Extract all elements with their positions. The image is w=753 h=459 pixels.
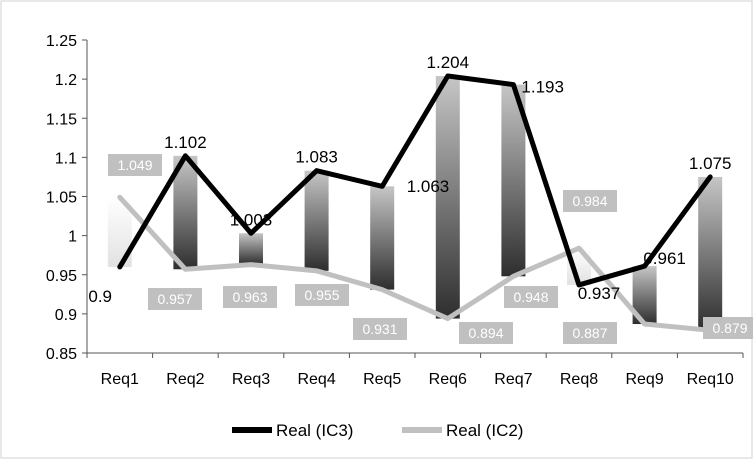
data-label-ic2-text: 0.894 bbox=[468, 325, 503, 341]
data-label-ic2: 0.963 bbox=[223, 286, 277, 308]
data-label-ic2: 0.955 bbox=[295, 284, 349, 306]
data-label-ic2-text: 0.879 bbox=[712, 320, 747, 336]
data-label-ic2-box bbox=[563, 322, 617, 344]
data-label-ic2: 0.984 bbox=[563, 190, 617, 212]
data-label-ic2-box bbox=[223, 286, 277, 308]
data-label-ic3: 1.102 bbox=[164, 133, 207, 152]
x-tick-label: Req8 bbox=[560, 371, 598, 388]
data-label-ic2-text: 0.984 bbox=[572, 193, 607, 209]
y-tick-label: 1.2 bbox=[55, 72, 77, 89]
x-tick-label: Req7 bbox=[494, 371, 532, 388]
data-label-ic3: 1.003 bbox=[230, 210, 273, 229]
data-label-ic3: 0.937 bbox=[578, 284, 621, 303]
x-tick-label: Req6 bbox=[429, 371, 467, 388]
x-axis: Req1 Req2 Req3 Req4 Req5 Req6 Req7 Req8 Req9 Req1… bbox=[86, 352, 744, 388]
data-label-ic2-text: 0.931 bbox=[362, 321, 397, 337]
data-label-ic3: 1.075 bbox=[689, 154, 732, 173]
data-label-ic3: 1.193 bbox=[521, 78, 564, 97]
data-label-ic3: 0.961 bbox=[643, 249, 686, 268]
series-line-ic2 bbox=[117, 194, 713, 333]
x-tick-label: Req3 bbox=[232, 371, 270, 388]
data-label-ic2-box bbox=[563, 190, 617, 212]
bar-req2 bbox=[173, 155, 198, 270]
series-line-ic3 bbox=[117, 73, 713, 288]
y-tick-label: 1.25 bbox=[46, 33, 77, 50]
data-label-ic2: 0.948 bbox=[504, 286, 558, 308]
data-labels: 0.9 1.102 1.003 1.083 1.063 1.204 1.193 0.937 0.… bbox=[88, 53, 753, 344]
bar-req6 bbox=[435, 75, 460, 319]
data-label-ic2: 1.049 bbox=[108, 154, 162, 176]
bar-req10 bbox=[698, 176, 723, 331]
data-label-ic2: 0.879 bbox=[703, 317, 753, 339]
x-tick-label: Req9 bbox=[625, 371, 663, 388]
y-tick-label: 0.95 bbox=[46, 268, 77, 285]
data-label-ic2-text: 0.963 bbox=[232, 289, 267, 305]
data-label-ic2-text: 0.957 bbox=[157, 291, 192, 307]
x-tick-label: Req1 bbox=[101, 371, 139, 388]
legend-label-ic2: Real (IC2) bbox=[446, 421, 523, 440]
data-label-ic2-text: 0.887 bbox=[572, 325, 607, 341]
y-tick-label: 0.85 bbox=[46, 346, 77, 363]
data-label-ic2-text: 1.049 bbox=[117, 157, 152, 173]
x-tick-label: Req10 bbox=[687, 371, 734, 388]
data-label-ic2-box bbox=[148, 288, 202, 310]
data-label-ic2-box bbox=[353, 318, 407, 340]
y-axis: 0.85 0.9 0.95 1 1.05 1.1 1.15 1.2 1.25 bbox=[46, 33, 88, 363]
y-tick-label: 1.05 bbox=[46, 190, 77, 207]
bar-req3 bbox=[239, 233, 263, 265]
data-label-ic2: 0.887 bbox=[563, 322, 617, 344]
y-tick-label: 1 bbox=[68, 229, 77, 246]
x-tick-label: Req4 bbox=[297, 371, 335, 388]
data-label-ic2-box bbox=[504, 286, 558, 308]
data-label-ic2-box bbox=[459, 322, 513, 344]
data-label-ic3: 1.063 bbox=[407, 177, 450, 196]
data-label-ic2-text: 0.948 bbox=[513, 289, 548, 305]
legend-label-ic3: Real (IC3) bbox=[276, 421, 353, 440]
bar-req4 bbox=[304, 170, 329, 271]
y-tick-label: 1.15 bbox=[46, 111, 77, 128]
y-tick-label: 0.9 bbox=[55, 307, 77, 324]
bar-req5 bbox=[370, 186, 395, 290]
data-label-ic3: 1.204 bbox=[427, 53, 470, 72]
data-label-ic2: 0.931 bbox=[353, 318, 407, 340]
x-tick-label: Req2 bbox=[166, 371, 204, 388]
data-label-ic3: 0.9 bbox=[88, 287, 112, 306]
data-label-ic2-box bbox=[295, 284, 349, 306]
data-label-ic2-box bbox=[108, 154, 162, 176]
series-lines bbox=[117, 73, 713, 333]
y-tick-label: 1.1 bbox=[55, 150, 77, 167]
x-tick-label: Req5 bbox=[363, 371, 401, 388]
data-label-ic2-text: 0.955 bbox=[304, 287, 339, 303]
data-label-ic2: 0.894 bbox=[459, 322, 513, 344]
data-label-ic2: 0.957 bbox=[148, 288, 202, 310]
data-label-ic3: 1.083 bbox=[295, 148, 338, 167]
data-label-ic2-box bbox=[703, 317, 753, 339]
legend: Real (IC3) Real (IC2) bbox=[232, 421, 523, 440]
